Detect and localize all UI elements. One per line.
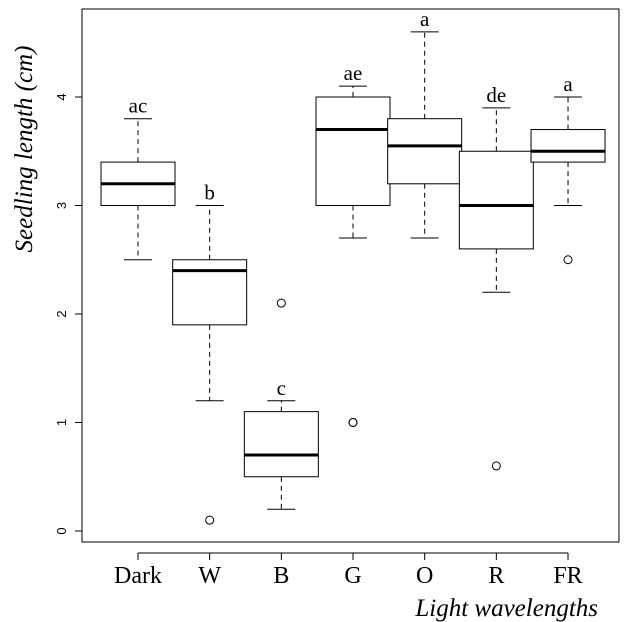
box-group: a xyxy=(387,7,463,239)
box xyxy=(387,118,463,185)
significance-letter: ac xyxy=(129,94,148,118)
box-group: ac xyxy=(100,94,176,261)
x-tick-label: O xyxy=(416,563,433,589)
outlier-point xyxy=(563,255,573,265)
significance-letter: de xyxy=(486,83,506,107)
y-axis: 0 1 2 3 4 xyxy=(54,93,83,535)
outlier-point xyxy=(205,515,215,525)
y-tick-label: 0 xyxy=(54,527,69,534)
y-tick-label: 3 xyxy=(54,202,69,209)
outlier-point xyxy=(276,298,286,308)
x-tick-label: W xyxy=(198,563,221,589)
significance-letter: b xyxy=(204,181,215,205)
box-group: de xyxy=(458,83,534,471)
significance-letter: a xyxy=(563,72,573,96)
x-tick-label: G xyxy=(344,563,361,589)
boxes: ac b c ae a de a xyxy=(100,7,606,525)
significance-letter: c xyxy=(277,376,286,400)
y-tick-label: 1 xyxy=(54,419,69,426)
box-group: a xyxy=(530,72,606,265)
plot-frame xyxy=(81,8,620,543)
y-tick-label: 2 xyxy=(54,310,69,317)
x-tick-label: R xyxy=(488,563,504,589)
box-group: c xyxy=(243,298,319,510)
significance-letter: ae xyxy=(344,61,363,85)
x-axis-title: Light wavelengths xyxy=(414,595,598,622)
significance-letter: a xyxy=(420,7,430,31)
outlier-point xyxy=(491,461,501,471)
box xyxy=(530,129,606,163)
y-axis-title: Seedling length (cm) xyxy=(11,46,38,253)
box-group: b xyxy=(172,181,248,525)
box xyxy=(243,411,319,478)
box xyxy=(458,150,534,250)
y-tick-label: 4 xyxy=(54,93,69,100)
box-group: ae xyxy=(315,61,391,427)
x-tick-label: B xyxy=(273,563,289,589)
outlier-point xyxy=(348,418,358,427)
x-tick-label: FR xyxy=(553,563,582,589)
x-tick-label: Dark xyxy=(114,563,162,589)
box xyxy=(315,96,391,206)
x-axis: Dark W B G O R FR xyxy=(114,552,583,589)
